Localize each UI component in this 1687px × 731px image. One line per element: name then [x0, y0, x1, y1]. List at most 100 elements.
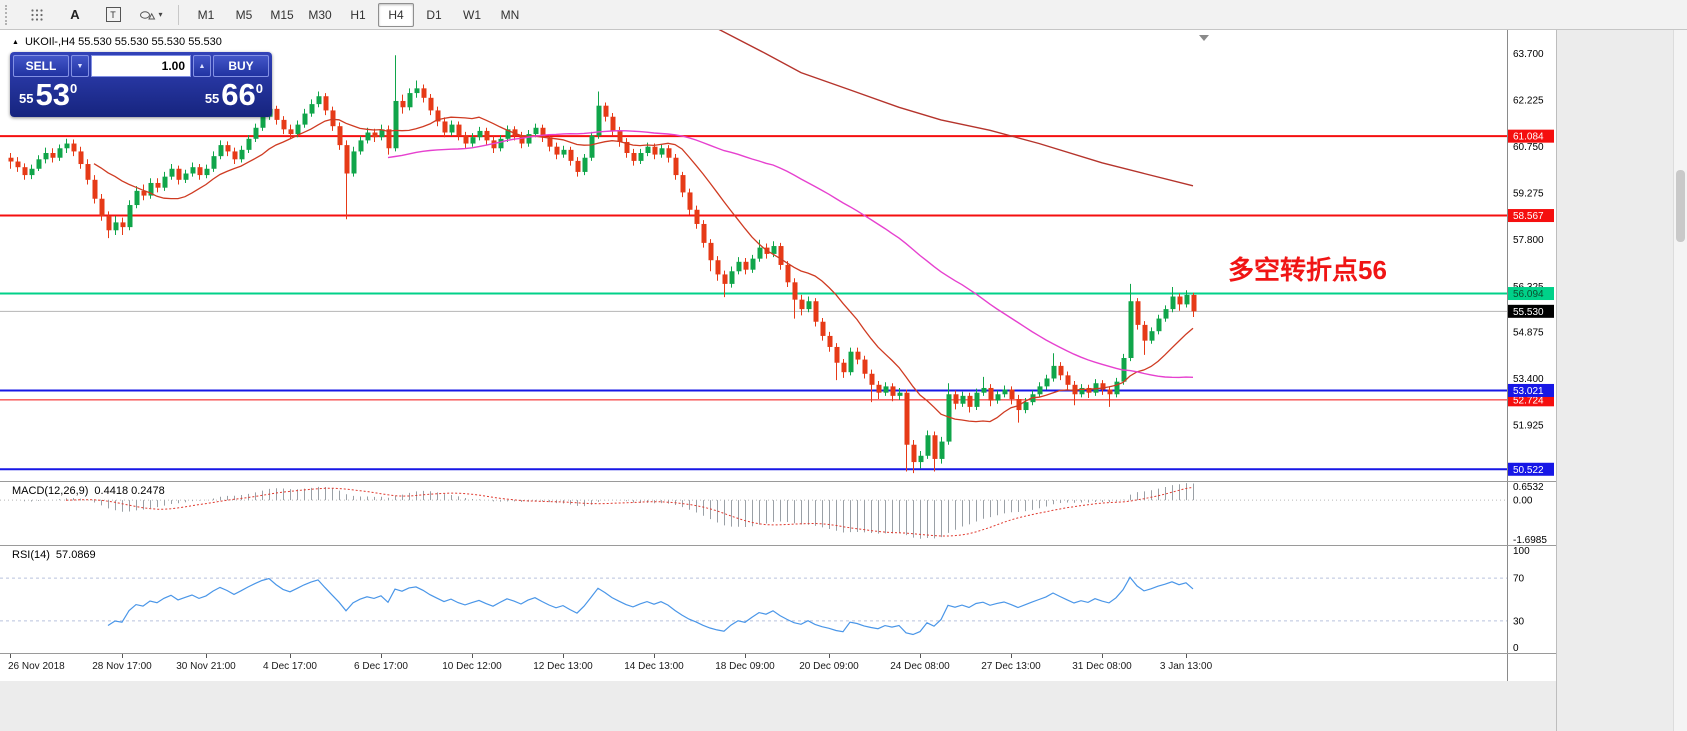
- toolbar-separator: [178, 4, 179, 25]
- time-axis-label: 4 Dec 17:00: [263, 661, 317, 672]
- shapes-icon: [140, 10, 156, 19]
- time-axis-label: 24 Dec 08:00: [890, 661, 950, 672]
- boxed-t-icon: T: [105, 7, 121, 22]
- svg-text:56.094: 56.094: [1513, 289, 1544, 300]
- time-axis-label: 26 Nov 2018: [8, 661, 65, 672]
- price-axis[interactable]: 63.70062.22560.75059.27557.80056.32554.8…: [1513, 49, 1544, 431]
- ma-fast-line: [93, 116, 1194, 423]
- text-label-tool-button[interactable]: A: [57, 3, 93, 27]
- svg-text:62.225: 62.225: [1513, 96, 1544, 107]
- time-axis-label: 28 Nov 17:00: [92, 661, 152, 672]
- main-chart-panel: 63.70062.22560.75059.27557.80056.32554.8…: [0, 27, 1556, 481]
- time-axis-label: 27 Dec 13:00: [981, 661, 1041, 672]
- time-axis-tick: [745, 654, 746, 658]
- svg-text:63.700: 63.700: [1513, 49, 1544, 60]
- macd-canvas[interactable]: 0.6532 0.00 -1.6985: [0, 482, 1556, 546]
- svg-text:50.522: 50.522: [1513, 465, 1544, 476]
- timeframe-button-m30[interactable]: M30: [308, 7, 332, 22]
- timeframe-button-m1[interactable]: M1: [197, 7, 215, 22]
- svg-text:53.021: 53.021: [1513, 386, 1544, 397]
- time-axis-tick: [563, 654, 564, 658]
- chart-shift-marker: [1199, 35, 1209, 41]
- dropdown-caret-icon: ▾: [158, 10, 163, 19]
- time-axis-tick: [206, 654, 207, 658]
- time-axis-tick: [381, 654, 382, 658]
- toolbar: A T ▾ M1 M5 M15 M30 H1 H4 D1 W1 MN: [0, 0, 1687, 30]
- svg-text:70: 70: [1513, 574, 1525, 585]
- svg-text:0.6532: 0.6532: [1513, 482, 1544, 493]
- buy-button[interactable]: BUY: [213, 55, 269, 77]
- time-axis-tick: [829, 654, 830, 658]
- text-tool-button[interactable]: T: [95, 3, 131, 27]
- chart-window: 63.70062.22560.75059.27557.80056.32554.8…: [0, 27, 1687, 731]
- scrollbar-thumb[interactable]: [1676, 170, 1685, 242]
- timeframe-button-w1[interactable]: W1: [463, 7, 481, 22]
- timeframe-button-h1[interactable]: H1: [350, 7, 366, 22]
- price-level-badge: 55.530: [1508, 304, 1554, 318]
- chart-annotation-text[interactable]: 多空转折点56: [1228, 255, 1387, 285]
- sell-button[interactable]: SELL: [13, 55, 69, 77]
- timeframe-group: M1 M5 M15 M30 H1 H4 D1 W1 MN: [188, 2, 528, 27]
- time-axis-tick: [654, 654, 655, 658]
- svg-text:0: 0: [1513, 643, 1519, 653]
- candles-layer: [8, 55, 1197, 474]
- price-level-badge: 58.567: [1508, 209, 1554, 223]
- svg-text:51.925: 51.925: [1513, 421, 1544, 432]
- timeframe-button-m5[interactable]: M5: [235, 7, 253, 22]
- price-level-badge: 56.094: [1508, 287, 1554, 301]
- main-chart-canvas[interactable]: 63.70062.22560.75059.27557.80056.32554.8…: [0, 27, 1556, 481]
- svg-text:57.800: 57.800: [1513, 235, 1544, 246]
- time-axis-label: 31 Dec 08:00: [1072, 661, 1132, 672]
- svg-text:59.275: 59.275: [1513, 189, 1544, 200]
- volume-increase-button[interactable]: ▲: [193, 55, 211, 77]
- rsi-canvas[interactable]: 100 70 30 0: [0, 546, 1556, 654]
- macd-panel: 0.6532 0.00 -1.6985: [0, 481, 1556, 546]
- time-axis-label: 20 Dec 09:00: [799, 661, 859, 672]
- timeframe-button-mn[interactable]: MN: [500, 7, 520, 22]
- time-axis-tick: [920, 654, 921, 658]
- one-click-trading-panel: SELL ▼ ▲ BUY 55 53 0 55 66 0: [10, 52, 272, 117]
- svg-text:53.400: 53.400: [1513, 374, 1544, 385]
- shapes-tool-button[interactable]: ▾: [133, 3, 169, 27]
- vertical-scrollbar[interactable]: [1673, 30, 1687, 731]
- time-axis-tick: [1011, 654, 1012, 658]
- rsi-line: [107, 576, 1194, 636]
- svg-text:100: 100: [1513, 546, 1530, 557]
- svg-text:54.875: 54.875: [1513, 327, 1544, 338]
- letter-a-icon: A: [70, 7, 80, 22]
- rsi-panel: 100 70 30 0: [0, 545, 1556, 654]
- time-axis[interactable]: 26 Nov 2018 28 Nov 17:00 30 Nov 21:00 4 Dec…: [0, 653, 1556, 681]
- timeframe-button-h4[interactable]: H4: [378, 2, 414, 27]
- time-axis-label: 10 Dec 12:00: [442, 661, 502, 672]
- svg-text:0.00: 0.00: [1513, 496, 1533, 507]
- time-axis-label: 30 Nov 21:00: [176, 661, 236, 672]
- volume-input[interactable]: [91, 55, 191, 77]
- symbol-ohlc-line: ▲ UKOIl-,H4 55.530 55.530 55.530 55.530: [12, 36, 222, 48]
- svg-text:-1.6985: -1.6985: [1513, 535, 1547, 545]
- buy-price-display[interactable]: 55 66 0: [204, 77, 263, 112]
- svg-text:60.750: 60.750: [1513, 142, 1544, 153]
- symbol-marker-icon: ▲: [12, 38, 19, 46]
- time-axis-label: 18 Dec 09:00: [715, 661, 775, 672]
- timeframe-button-m15[interactable]: M15: [270, 7, 294, 22]
- right-gutter: [1556, 30, 1687, 731]
- time-axis-tick: [472, 654, 473, 658]
- sell-price-display[interactable]: 55 53 0: [19, 77, 78, 112]
- svg-text:30: 30: [1513, 616, 1525, 627]
- volume-decrease-button[interactable]: ▼: [71, 55, 89, 77]
- macd-signal-line: [65, 486, 1194, 537]
- bottom-filler: [0, 681, 1556, 731]
- grid-tool-button[interactable]: [19, 3, 55, 27]
- grid-icon: [31, 8, 43, 21]
- price-level-badge: 50.522: [1508, 462, 1554, 476]
- svg-text:52.724: 52.724: [1513, 395, 1544, 406]
- toolbar-grip[interactable]: [5, 4, 12, 25]
- time-axis-tick: [1102, 654, 1103, 658]
- time-axis-label: 3 Jan 13:00: [1159, 661, 1213, 672]
- svg-text:58.567: 58.567: [1513, 211, 1544, 222]
- time-axis-tick: [1186, 654, 1187, 658]
- macd-histogram: [24, 483, 1194, 539]
- macd-indicator-label: MACD(12,26,9) 0.4418 0.2478: [12, 485, 165, 497]
- timeframe-button-d1[interactable]: D1: [426, 7, 442, 22]
